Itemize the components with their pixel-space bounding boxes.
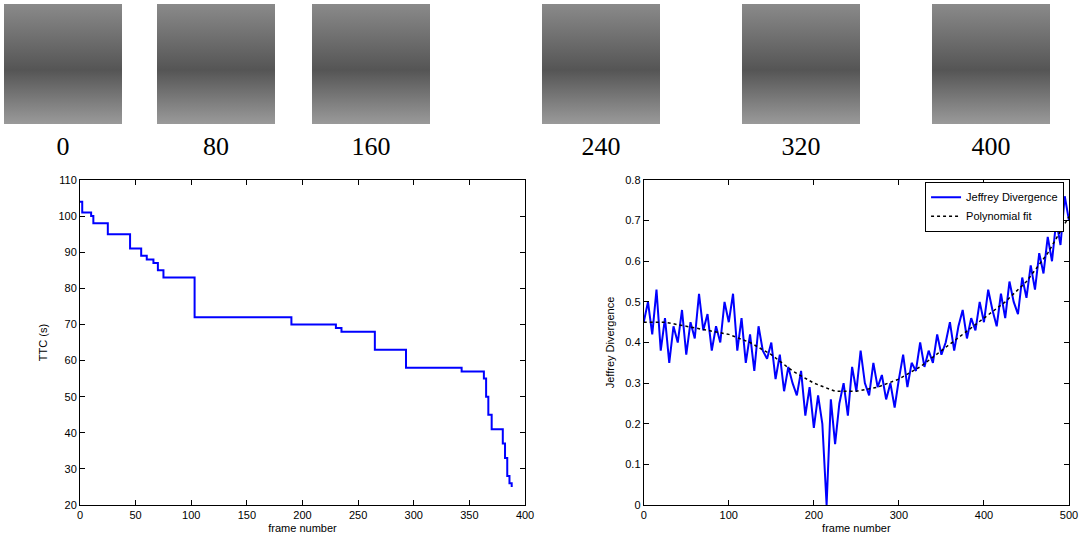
svg-text:50: 50 [65, 391, 77, 403]
svg-text:0: 0 [77, 509, 83, 521]
svg-text:0.2: 0.2 [625, 418, 640, 430]
svg-text:350: 350 [460, 509, 478, 521]
svg-text:Jeffrey Divergence: Jeffrey Divergence [966, 191, 1058, 203]
svg-text:frame number: frame number [268, 522, 337, 534]
svg-text:0.8: 0.8 [625, 174, 640, 186]
svg-text:60: 60 [65, 354, 77, 366]
svg-text:110: 110 [59, 174, 77, 186]
svg-text:0: 0 [634, 499, 640, 511]
svg-text:Jeffrey Divergence: Jeffrey Divergence [604, 297, 616, 389]
svg-text:300: 300 [405, 509, 423, 521]
svg-text:0.7: 0.7 [625, 214, 640, 226]
svg-text:Polynomial fit: Polynomial fit [966, 210, 1031, 222]
svg-text:200: 200 [805, 509, 823, 521]
svg-text:300: 300 [890, 509, 908, 521]
svg-text:150: 150 [238, 509, 256, 521]
svg-text:0: 0 [641, 509, 647, 521]
svg-text:500: 500 [1060, 509, 1078, 521]
html-text:160: 160 [351, 132, 391, 161]
svg-text:100: 100 [720, 509, 738, 521]
svg-text:80: 80 [65, 282, 77, 294]
svg-text:0.3: 0.3 [625, 377, 640, 389]
svg-text:30: 30 [65, 463, 77, 475]
svg-text:40: 40 [65, 427, 77, 439]
svg-text:TTC (s): TTC (s) [37, 324, 49, 361]
html-text:320: 320 [781, 132, 821, 161]
svg-text:0.4: 0.4 [625, 336, 640, 348]
svg-text:50: 50 [130, 509, 142, 521]
svg-text:100: 100 [58, 210, 76, 222]
svg-text:frame number: frame number [822, 522, 891, 534]
html-text:80: 80 [203, 132, 229, 161]
svg-text:20: 20 [65, 499, 77, 511]
svg-text:100: 100 [182, 509, 200, 521]
svg-text:250: 250 [349, 509, 367, 521]
svg-text:0.1: 0.1 [625, 458, 640, 470]
svg-text:400: 400 [516, 509, 534, 521]
html-text:400: 400 [971, 132, 1011, 161]
svg-text:0.6: 0.6 [625, 255, 640, 267]
svg-text:90: 90 [65, 246, 77, 258]
html-text:240: 240 [581, 132, 621, 161]
html-text:0: 0 [56, 132, 70, 161]
svg-text:0.5: 0.5 [625, 296, 640, 308]
svg-text:400: 400 [975, 509, 993, 521]
svg-text:200: 200 [293, 509, 311, 521]
svg-text:70: 70 [65, 318, 77, 330]
